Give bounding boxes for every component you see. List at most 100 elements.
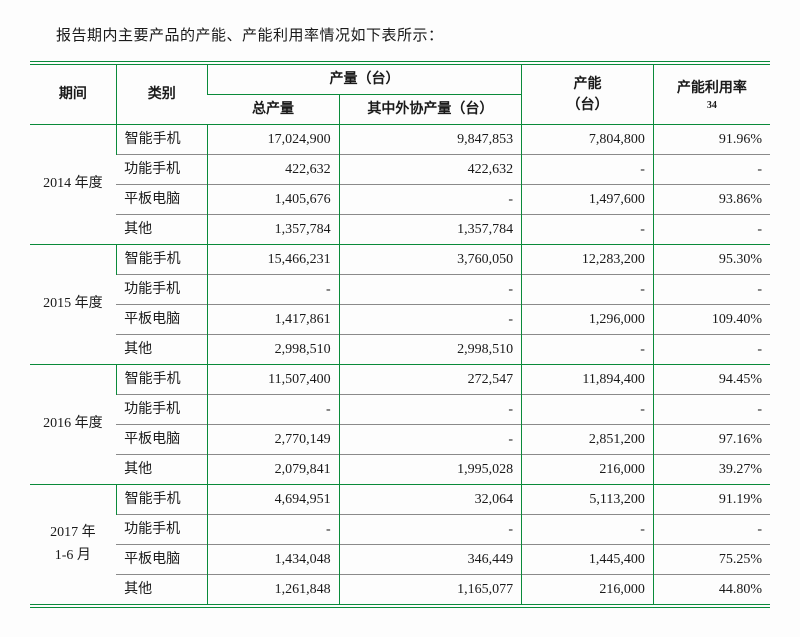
outsourced-cell: -	[339, 275, 521, 305]
category-cell: 平板电脑	[116, 305, 207, 335]
category-cell: 平板电脑	[116, 425, 207, 455]
category-cell: 智能手机	[116, 365, 207, 395]
outsourced-cell: 9,847,853	[339, 125, 521, 155]
rate-cell: 97.16%	[653, 425, 770, 455]
table-row: 功能手机----	[30, 395, 770, 425]
table-caption: 报告期内主要产品的产能、产能利用率情况如下表所示：	[56, 24, 770, 45]
period-cell: 2015 年度	[30, 245, 116, 365]
rate-cell: -	[653, 335, 770, 365]
outsourced-cell: 272,547	[339, 365, 521, 395]
th-utilization: 产能利用率 34	[653, 63, 770, 125]
capacity-cell: 2,851,200	[522, 425, 654, 455]
capacity-cell: -	[522, 155, 654, 185]
outsourced-cell: 2,998,510	[339, 335, 521, 365]
outsourced-cell: -	[339, 515, 521, 545]
capacity-cell: 12,283,200	[522, 245, 654, 275]
capacity-cell: 1,445,400	[522, 545, 654, 575]
table-row: 功能手机422,632422,632--	[30, 155, 770, 185]
table-row: 平板电脑1,417,861-1,296,000109.40%	[30, 305, 770, 335]
total-cell: 2,998,510	[207, 335, 339, 365]
th-output-group: 产量（台）	[207, 63, 521, 95]
table-row: 功能手机----	[30, 515, 770, 545]
rate-cell: 93.86%	[653, 185, 770, 215]
period-cell: 2017 年1-6 月	[30, 485, 116, 607]
total-cell: 4,694,951	[207, 485, 339, 515]
table-row: 其他2,998,5102,998,510--	[30, 335, 770, 365]
outsourced-cell: 1,357,784	[339, 215, 521, 245]
capacity-cell: -	[522, 515, 654, 545]
outsourced-cell: 422,632	[339, 155, 521, 185]
category-cell: 其他	[116, 215, 207, 245]
rate-cell: 75.25%	[653, 545, 770, 575]
table-row: 平板电脑1,405,676-1,497,60093.86%	[30, 185, 770, 215]
capacity-cell: 5,113,200	[522, 485, 654, 515]
table-row: 2016 年度智能手机11,507,400272,54711,894,40094…	[30, 365, 770, 395]
rate-cell: 39.27%	[653, 455, 770, 485]
outsourced-cell: -	[339, 425, 521, 455]
outsourced-cell: -	[339, 395, 521, 425]
total-cell: 15,466,231	[207, 245, 339, 275]
table-row: 2015 年度智能手机15,466,2313,760,05012,283,200…	[30, 245, 770, 275]
total-cell: 2,770,149	[207, 425, 339, 455]
table-row: 2014 年度智能手机17,024,9009,847,8537,804,8009…	[30, 125, 770, 155]
total-cell: -	[207, 275, 339, 305]
table-row: 其他1,357,7841,357,784--	[30, 215, 770, 245]
outsourced-cell: 3,760,050	[339, 245, 521, 275]
total-cell: 11,507,400	[207, 365, 339, 395]
capacity-cell: -	[522, 275, 654, 305]
rate-cell: 95.30%	[653, 245, 770, 275]
outsourced-cell: -	[339, 185, 521, 215]
category-cell: 智能手机	[116, 485, 207, 515]
category-cell: 功能手机	[116, 515, 207, 545]
category-cell: 其他	[116, 335, 207, 365]
category-cell: 智能手机	[116, 125, 207, 155]
capacity-cell: 1,497,600	[522, 185, 654, 215]
table-row: 平板电脑1,434,048346,4491,445,40075.25%	[30, 545, 770, 575]
category-cell: 其他	[116, 575, 207, 607]
total-cell: -	[207, 515, 339, 545]
total-cell: 422,632	[207, 155, 339, 185]
table-row: 功能手机----	[30, 275, 770, 305]
rate-cell: -	[653, 395, 770, 425]
total-cell: -	[207, 395, 339, 425]
capacity-table: 期间 类别 产量（台） 产能 （台） 产能利用率 34 总产量 其中外协产量（台…	[30, 61, 770, 608]
capacity-cell: 216,000	[522, 455, 654, 485]
capacity-cell: -	[522, 395, 654, 425]
rate-cell: 109.40%	[653, 305, 770, 335]
table-row: 其他1,261,8481,165,077216,00044.80%	[30, 575, 770, 607]
rate-cell: 94.45%	[653, 365, 770, 395]
total-cell: 2,079,841	[207, 455, 339, 485]
capacity-cell: 1,296,000	[522, 305, 654, 335]
total-cell: 17,024,900	[207, 125, 339, 155]
rate-cell: -	[653, 155, 770, 185]
total-cell: 1,357,784	[207, 215, 339, 245]
th-capacity: 产能 （台）	[522, 63, 654, 125]
capacity-cell: -	[522, 215, 654, 245]
category-cell: 功能手机	[116, 275, 207, 305]
period-cell: 2016 年度	[30, 365, 116, 485]
capacity-cell: -	[522, 335, 654, 365]
capacity-cell: 216,000	[522, 575, 654, 607]
th-output-total: 总产量	[207, 95, 339, 125]
rate-cell: 44.80%	[653, 575, 770, 607]
rate-cell: 91.96%	[653, 125, 770, 155]
table-row: 2017 年1-6 月智能手机4,694,95132,0645,113,2009…	[30, 485, 770, 515]
outsourced-cell: 346,449	[339, 545, 521, 575]
table-row: 平板电脑2,770,149-2,851,20097.16%	[30, 425, 770, 455]
rate-cell: 91.19%	[653, 485, 770, 515]
total-cell: 1,434,048	[207, 545, 339, 575]
category-cell: 平板电脑	[116, 185, 207, 215]
table-row: 其他2,079,8411,995,028216,00039.27%	[30, 455, 770, 485]
capacity-cell: 11,894,400	[522, 365, 654, 395]
outsourced-cell: 32,064	[339, 485, 521, 515]
capacity-cell: 7,804,800	[522, 125, 654, 155]
th-period: 期间	[30, 63, 116, 125]
rate-cell: -	[653, 275, 770, 305]
category-cell: 智能手机	[116, 245, 207, 275]
category-cell: 平板电脑	[116, 545, 207, 575]
category-cell: 其他	[116, 455, 207, 485]
total-cell: 1,417,861	[207, 305, 339, 335]
outsourced-cell: 1,165,077	[339, 575, 521, 607]
category-cell: 功能手机	[116, 155, 207, 185]
rate-cell: -	[653, 515, 770, 545]
